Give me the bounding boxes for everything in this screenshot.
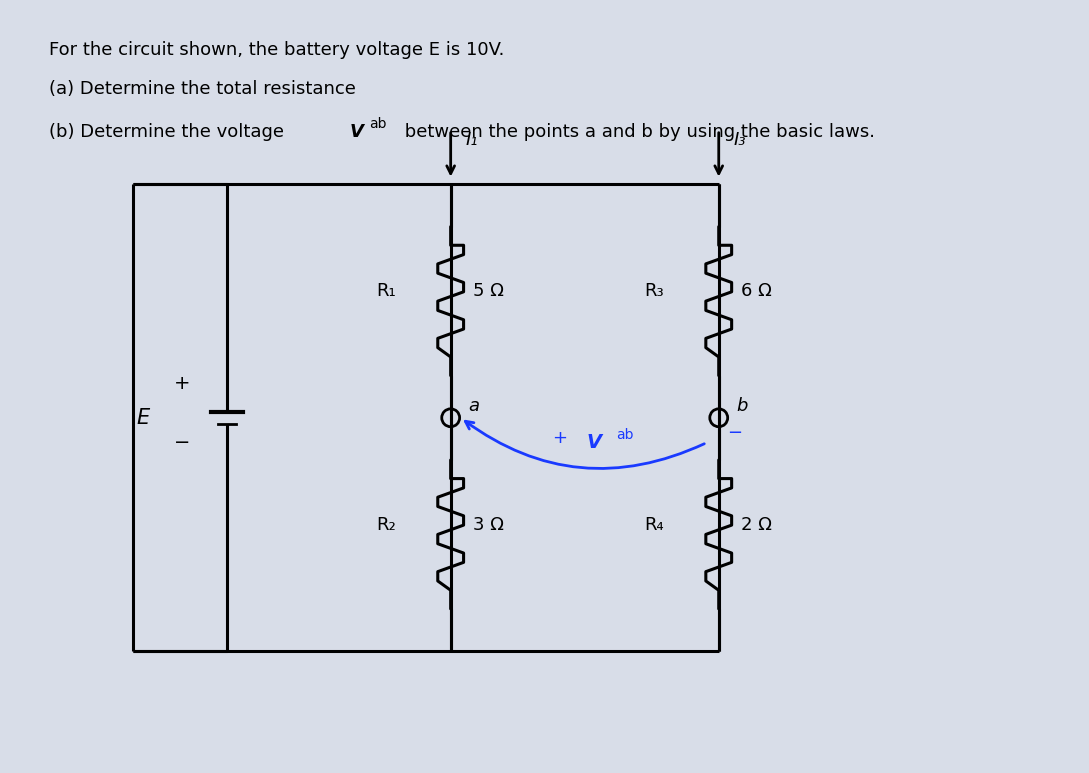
Text: b: b — [736, 397, 748, 415]
Text: V: V — [350, 123, 364, 141]
Text: (a) Determine the total resistance: (a) Determine the total resistance — [49, 80, 355, 98]
Text: (b) Determine the voltage: (b) Determine the voltage — [49, 123, 290, 141]
Text: −: − — [727, 424, 743, 441]
Text: I₁: I₁ — [466, 131, 478, 148]
Text: ab: ab — [369, 117, 387, 131]
Text: ab: ab — [616, 427, 634, 441]
Text: R₃: R₃ — [645, 282, 664, 300]
Text: 3 Ω: 3 Ω — [473, 516, 503, 533]
Text: E: E — [136, 408, 149, 427]
Text: R₂: R₂ — [377, 516, 396, 533]
Text: 2 Ω: 2 Ω — [741, 516, 771, 533]
Text: I₃: I₃ — [734, 131, 746, 148]
Text: 6 Ω: 6 Ω — [741, 282, 771, 300]
Text: V: V — [587, 433, 602, 452]
Text: −: − — [174, 433, 191, 452]
Text: +: + — [552, 429, 567, 447]
Text: +: + — [174, 373, 191, 393]
Text: between the points a and b by using the basic laws.: between the points a and b by using the … — [399, 123, 876, 141]
Text: 5 Ω: 5 Ω — [473, 282, 503, 300]
Text: R₄: R₄ — [645, 516, 664, 533]
Text: R₁: R₁ — [377, 282, 396, 300]
Text: a: a — [468, 397, 479, 415]
Text: For the circuit shown, the battery voltage E is 10V.: For the circuit shown, the battery volta… — [49, 40, 504, 59]
